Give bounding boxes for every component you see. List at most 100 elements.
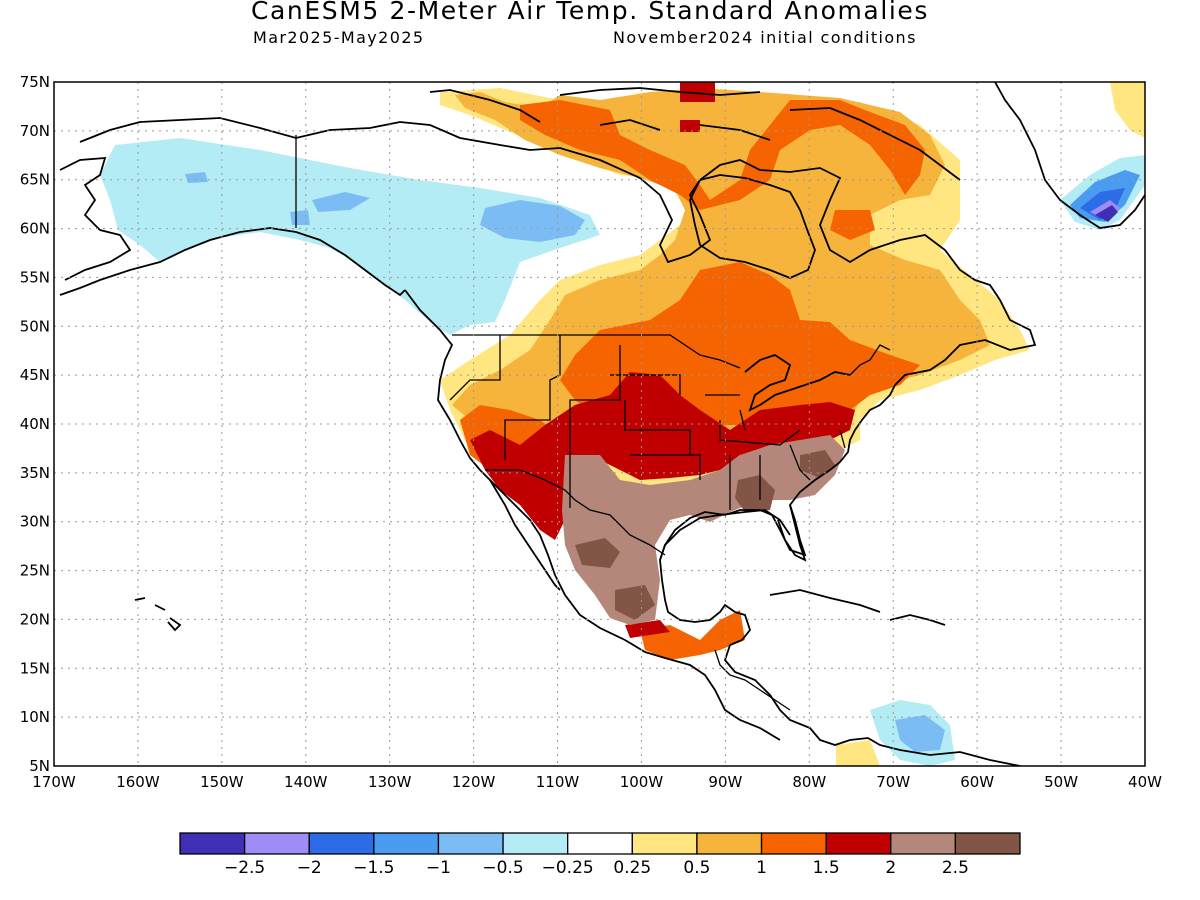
anomaly-region-warm-dark-orange-quebec bbox=[830, 210, 875, 240]
lat-label: 5N bbox=[29, 757, 50, 775]
anomaly-region-hot-red-arctic bbox=[680, 82, 715, 102]
colorbar-swatch bbox=[631, 832, 698, 855]
lat-label: 55N bbox=[20, 268, 50, 286]
coastline-arctic-islands bbox=[429, 87, 961, 181]
colorbar-swatch bbox=[308, 832, 375, 855]
lat-label: 40N bbox=[20, 415, 50, 433]
colorbar-swatch bbox=[179, 832, 246, 855]
anomaly-region-cold-greenland-5 bbox=[1095, 205, 1118, 222]
lat-label: 70N bbox=[20, 122, 50, 140]
anomaly-region-cool-caribbean-2 bbox=[895, 715, 945, 752]
coastline-cuba bbox=[769, 589, 881, 613]
anomaly-region-hottest-tan bbox=[562, 435, 845, 625]
anomaly-region-warm-dark-orange bbox=[520, 100, 925, 210]
anomaly-region-hottest-dark bbox=[735, 475, 775, 512]
coastlines bbox=[59, 82, 1145, 766]
colorbar-swatch bbox=[825, 832, 892, 855]
lon-label: 50W bbox=[1044, 773, 1078, 791]
lat-label: 60N bbox=[20, 220, 50, 238]
coastline-alaska-west bbox=[59, 156, 132, 281]
colorbar-label: 0.25 bbox=[613, 858, 651, 878]
colorbar-swatch bbox=[954, 832, 1021, 855]
coastline-florida bbox=[777, 504, 807, 562]
colorbar-label: −0.25 bbox=[542, 858, 594, 878]
lon-label: 70W bbox=[876, 773, 910, 791]
colorbar-swatch bbox=[890, 832, 957, 855]
colorbar-swatch bbox=[567, 832, 633, 855]
lat-label: 25N bbox=[20, 562, 50, 580]
anomaly-region-hot-red-mexico bbox=[625, 620, 670, 638]
border-us-mexico bbox=[485, 469, 666, 556]
latitude-labels: 75N 70N 65N 60N 55N 50N 45N 40N 35N 30N 25N 20N 15N 1… bbox=[20, 73, 50, 775]
lat-label: 10N bbox=[20, 708, 50, 726]
anomaly-region-cool-alaska bbox=[100, 138, 600, 335]
coastline-pacific bbox=[404, 289, 781, 741]
initial-conditions: November2024 initial conditions bbox=[613, 28, 917, 47]
coastline-great-lakes bbox=[744, 354, 851, 412]
anomaly-region-warm-dark-orange-cam bbox=[640, 610, 745, 660]
lon-label: 160W bbox=[116, 773, 160, 791]
anomaly-region-cool-spot bbox=[185, 172, 208, 183]
lon-label: 90W bbox=[708, 773, 742, 791]
colorbar-swatch bbox=[243, 832, 310, 855]
gridlines bbox=[54, 82, 1145, 766]
coastline-alaska-south bbox=[59, 227, 406, 297]
lon-label: 80W bbox=[792, 773, 826, 791]
lon-label: 60W bbox=[960, 773, 994, 791]
anomaly-region-hottest-dark-3 bbox=[575, 538, 620, 568]
colorbar-swatch bbox=[373, 832, 440, 855]
colorbar-label: 0.5 bbox=[683, 858, 710, 878]
lat-label: 30N bbox=[20, 513, 50, 531]
anomaly-region-hottest-dark-4 bbox=[615, 585, 655, 620]
political-borders bbox=[295, 135, 891, 711]
anomaly-shading bbox=[100, 82, 1145, 766]
longitude-labels: 170W 160W 150W 140W 130W 120W 110W 100W 90W 80W 70… bbox=[32, 773, 1162, 791]
colorbar-label: −2 bbox=[297, 858, 322, 878]
border-states bbox=[449, 335, 846, 510]
lon-label: 110W bbox=[536, 773, 580, 791]
anomaly-region-hottest-dark-2 bbox=[800, 450, 835, 478]
colorbar-label: 2 bbox=[885, 858, 896, 878]
border-central-america bbox=[714, 649, 791, 711]
lon-label: 100W bbox=[620, 773, 664, 791]
lat-label: 35N bbox=[20, 464, 50, 482]
colorbar-label: −0.5 bbox=[482, 858, 523, 878]
forecast-period: Mar2025-May2025 bbox=[253, 28, 425, 47]
lon-label: 130W bbox=[368, 773, 412, 791]
anomaly-region-cool-alaska-blue bbox=[312, 192, 370, 212]
lon-label: 170W bbox=[32, 773, 76, 791]
chart-title: CanESM5 2-Meter Air Temp. Standard Anoma… bbox=[250, 0, 930, 25]
lon-label: 150W bbox=[200, 773, 244, 791]
coastline-gulf-of-mexico bbox=[659, 509, 791, 561]
anomaly-region-warm-light-greenland bbox=[1110, 82, 1145, 138]
colorbar-label: −1 bbox=[426, 858, 451, 878]
colorbar bbox=[179, 832, 1021, 855]
coastline-hudson-bay bbox=[689, 174, 816, 279]
lat-label: 15N bbox=[20, 659, 50, 677]
border-us-canada bbox=[452, 334, 891, 376]
coastline-hawaii bbox=[134, 597, 182, 632]
coastline-greenland bbox=[994, 82, 1145, 229]
colorbar-labels: −2.5 −2 −1.5 −1 −0.5 −0.25 0.25 0.5 1 1.5 2 2.5 bbox=[224, 858, 969, 878]
colorbar-label: 1 bbox=[756, 858, 767, 878]
coastline-hispaniola bbox=[889, 614, 946, 626]
lon-label: 140W bbox=[284, 773, 328, 791]
coastline-baja bbox=[489, 479, 561, 591]
lat-label: 45N bbox=[20, 366, 50, 384]
lon-label: 40W bbox=[1128, 773, 1162, 791]
coastline-north-america bbox=[79, 117, 1037, 766]
anomaly-region-cool-nwt-blue bbox=[480, 200, 585, 242]
colorbar-swatch bbox=[696, 832, 763, 855]
lon-label: 120W bbox=[452, 773, 496, 791]
colorbar-swatch bbox=[760, 832, 827, 855]
anomaly-region-warm-light-baja bbox=[836, 740, 880, 766]
lat-label: 75N bbox=[20, 73, 50, 91]
lat-label: 50N bbox=[20, 317, 50, 335]
colorbar-label: 2.5 bbox=[942, 858, 969, 878]
colorbar-swatch bbox=[437, 832, 504, 855]
colorbar-swatch bbox=[502, 832, 569, 855]
anomaly-region-cool-spot-2 bbox=[290, 210, 310, 225]
colorbar-label: −2.5 bbox=[224, 858, 265, 878]
anomaly-region-hot-red-arctic-2 bbox=[680, 120, 700, 132]
